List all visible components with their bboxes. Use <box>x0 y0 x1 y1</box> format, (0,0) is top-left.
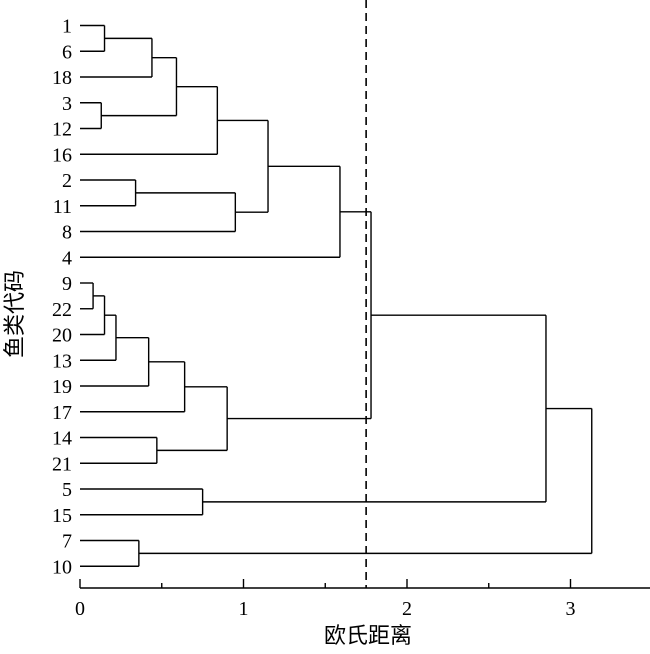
leaf-label: 15 <box>52 505 72 527</box>
leaf-label: 18 <box>52 67 72 89</box>
leaf-label: 19 <box>52 376 72 398</box>
tick-label: 1 <box>239 598 249 620</box>
leaf-label: 8 <box>62 222 72 244</box>
leaf-label: 10 <box>52 556 72 578</box>
leaf-label: 20 <box>52 325 72 347</box>
leaf-label: 7 <box>62 531 72 553</box>
x-axis: 0 1 2 3 <box>75 579 650 620</box>
leaf-label: 4 <box>62 247 72 269</box>
leaf-label: 5 <box>62 479 72 501</box>
leaf-label: 11 <box>53 196 72 218</box>
leaf-label: 22 <box>52 299 72 321</box>
leaf-label: 21 <box>52 453 72 475</box>
leaf-label: 14 <box>52 428 72 450</box>
leaf-label: 6 <box>62 41 72 63</box>
leaf-label: 3 <box>62 93 72 115</box>
x-axis-title: 欧氏距离 <box>324 624 412 649</box>
leaf-label: 13 <box>52 350 72 372</box>
leaf-label: 17 <box>52 402 72 424</box>
leaf-label: 9 <box>62 273 72 295</box>
leaf-label: 12 <box>52 119 72 141</box>
leaf-label: 16 <box>52 144 72 166</box>
tick-label: 3 <box>566 598 576 620</box>
leaf-label: 2 <box>62 170 72 192</box>
tick-label: 0 <box>75 598 85 620</box>
tick-label: 2 <box>402 598 412 620</box>
y-axis-title: 鱼类代码 <box>3 270 28 358</box>
leaf-label: 1 <box>62 16 72 38</box>
dendrogram-links <box>80 24 593 567</box>
